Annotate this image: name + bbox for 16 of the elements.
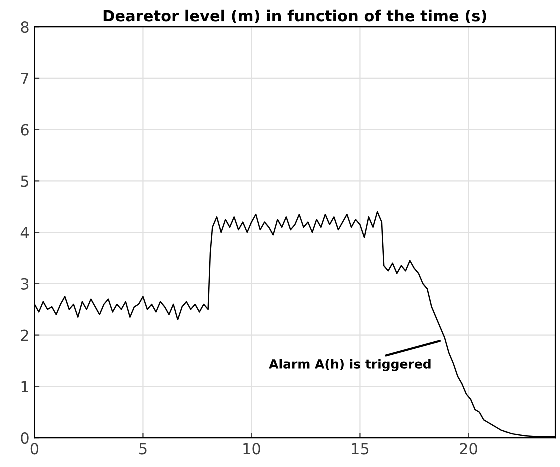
y-tick-label: 1 bbox=[22, 381, 28, 392]
x-tick-label: 20 bbox=[460, 443, 478, 455]
x-tick-label: 0 bbox=[30, 443, 39, 455]
y-tick-label: 5 bbox=[21, 176, 29, 188]
y-tick-label: 3 bbox=[21, 278, 29, 290]
x-tick-label: 5 bbox=[140, 443, 147, 455]
annotation: Alarm A(h) is triggered bbox=[269, 359, 431, 372]
y-tick-label: 0 bbox=[21, 432, 29, 444]
x-tick-label: 10 bbox=[244, 443, 260, 455]
y-tick-label: 6 bbox=[21, 124, 29, 136]
chart-title: Dearetor level (m) in function of the time (s) bbox=[104, 10, 486, 24]
x-tick-label: 15 bbox=[352, 443, 369, 455]
y-tick-label: 4 bbox=[20, 227, 29, 238]
y-tick-label: 8 bbox=[21, 22, 29, 34]
y-tick-label: 2 bbox=[21, 330, 28, 342]
y-tick-label: 7 bbox=[21, 73, 29, 84]
